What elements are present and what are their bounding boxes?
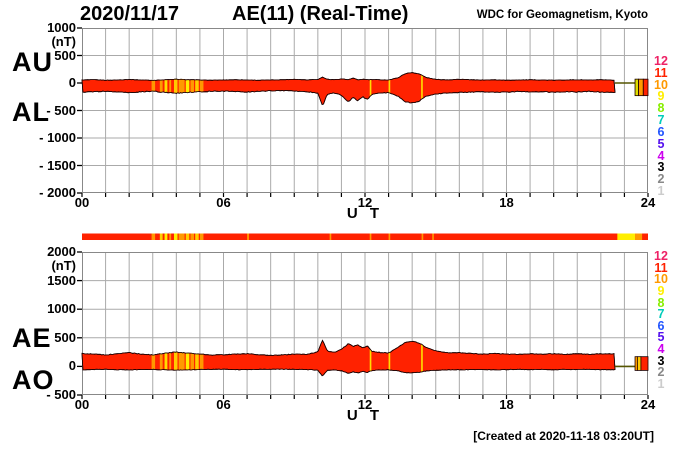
label-ae: AE: [12, 323, 52, 353]
station-count-legend-item: 2: [657, 172, 665, 187]
station-count-legend-item: 10: [654, 272, 668, 287]
xtick-label: 00: [74, 195, 90, 210]
station-count-legend-item: 12: [654, 249, 668, 263]
bottom-xaxis-title: U T: [346, 407, 384, 424]
label-au: AU: [12, 47, 53, 77]
station-count-legend-item: 3: [657, 160, 665, 175]
station-count-legend-item: 2: [657, 365, 665, 380]
ytick-label: 0: [68, 75, 76, 90]
xtick-label: 24: [640, 397, 656, 412]
data-source-label: WDC for Geomagnetism, Kyoto: [476, 9, 648, 21]
label-ao: AO: [12, 365, 55, 395]
station-count-legend-item: 7: [657, 307, 665, 322]
yaxis-unit-label: (nT): [51, 34, 76, 49]
yaxis-unit-label: (nT): [51, 258, 76, 273]
station-count-legend-item: 4: [657, 342, 665, 357]
station-count-legend-item: 8: [657, 101, 665, 116]
xtick-label: 12: [357, 195, 373, 210]
ytick-label: - 1000: [39, 130, 76, 145]
station-count-legend-item: 6: [657, 124, 665, 139]
ytick-label: 1000: [47, 20, 76, 35]
xtick-label: 24: [640, 195, 656, 210]
ytick-label: 2000: [47, 244, 76, 259]
xtick-label: 18: [499, 397, 514, 412]
ytick-label: 500: [54, 47, 76, 63]
created-timestamp: [Created at 2020-11-18 03:20UT]: [473, 429, 654, 443]
station-count-legend-item: 1: [657, 184, 665, 199]
station-count-legend-item: 6: [657, 318, 665, 333]
station-count-legend-item: 5: [657, 330, 665, 345]
station-count-legend-item: 9: [657, 89, 665, 104]
xtick-label: 18: [499, 195, 514, 210]
station-count-legend-item: 11: [654, 65, 668, 80]
ytick-label: 500: [54, 329, 76, 345]
station-count-legend-item: 7: [657, 113, 665, 128]
ytick-label: 0: [68, 358, 76, 374]
xtick-label: 00: [74, 397, 90, 412]
top-xaxis-title: U T: [346, 205, 384, 222]
ytick-label: - 500: [46, 102, 76, 118]
station-count-legend-item: 11: [654, 260, 668, 275]
station-count-legend-item: 12: [654, 54, 668, 68]
plot-title: AE(11) (Real-Time): [232, 3, 409, 25]
xtick-label: 06: [216, 397, 231, 412]
station-count-legend-item: 1: [657, 377, 665, 392]
ytick-label: 1000: [47, 301, 76, 317]
xtick-label: 06: [216, 195, 231, 210]
station-count-legend-item: 4: [657, 148, 665, 163]
station-count-legend-item: 3: [657, 353, 665, 368]
ytick-label: 1500: [47, 272, 76, 288]
station-count-legend-item: 9: [657, 283, 665, 298]
ytick-label: - 500: [46, 387, 76, 402]
xtick-label: 12: [357, 397, 373, 412]
label-al: AL: [12, 97, 50, 127]
ytick-label: - 1500: [39, 157, 76, 173]
station-count-legend-item: 8: [657, 295, 665, 310]
station-count-legend-item: 5: [657, 136, 665, 151]
station-count-legend-item: 10: [654, 77, 668, 92]
ytick-label: - 2000: [39, 185, 76, 200]
plot-date: 2020/11/17: [80, 3, 179, 25]
